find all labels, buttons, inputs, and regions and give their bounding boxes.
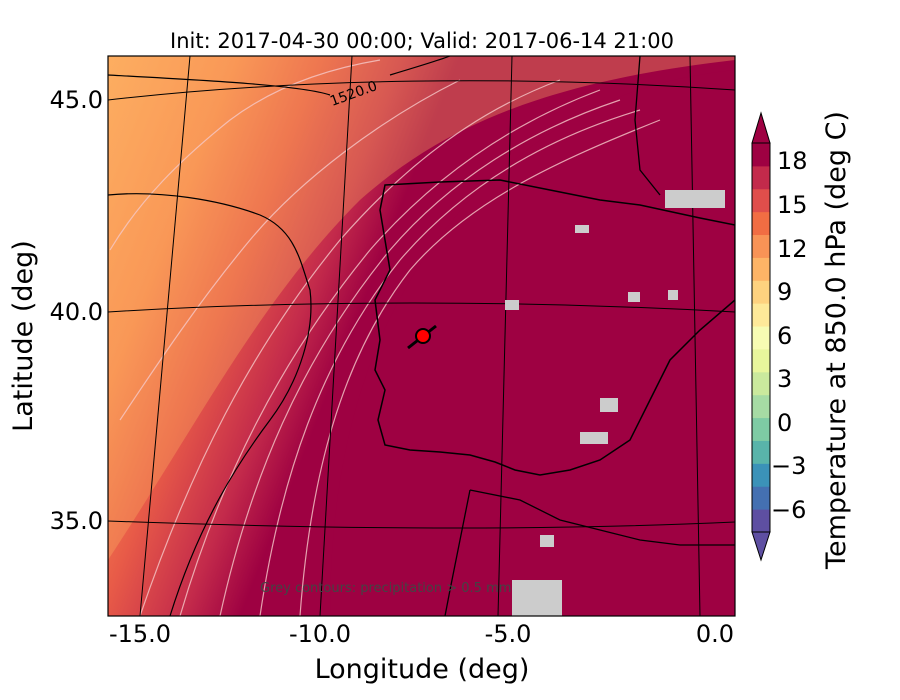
- africa-coastline: [469, 489, 735, 546]
- geopotential-contours: [108, 56, 451, 616]
- x-axis-label: Longitude (deg): [315, 654, 530, 685]
- colorbar-segment: [752, 509, 770, 533]
- colorbar-segment: [752, 486, 770, 510]
- colorbar-extend-min: [751, 531, 771, 562]
- colorbar-tick: −3: [771, 452, 806, 480]
- colorbar-segment: [752, 211, 770, 236]
- y-tick-label: 35.0: [50, 507, 103, 535]
- precipitation-patches: [505, 190, 725, 616]
- colorbar-segment: [752, 280, 770, 304]
- colorbar-segment: [752, 417, 770, 441]
- cool-band: [108, 56, 735, 560]
- colorbar-extend-max: [751, 111, 771, 144]
- colorbar-segment: [752, 143, 770, 167]
- y-axis-label: Latitude (deg): [8, 240, 39, 432]
- colorbar-tick: 18: [777, 147, 808, 175]
- colorbar-segment: [752, 188, 770, 213]
- hot-region: [330, 70, 735, 616]
- station-marker: [415, 328, 431, 344]
- x-tick-label: -5.0: [485, 620, 532, 648]
- x-tick-labels: -15.0 -10.0 -5.0 0.0: [109, 620, 734, 648]
- colorbar-segment: [752, 326, 770, 350]
- y-tick-labels: 45.0 40.0 35.0: [50, 86, 103, 535]
- colorbar-tick: 3: [777, 365, 792, 393]
- colorbar: [751, 111, 771, 562]
- x-tick-label: -10.0: [289, 620, 351, 648]
- colorbar-segment: [752, 371, 770, 396]
- y-tick-label: 40.0: [50, 298, 103, 326]
- morocco-coastline: [444, 489, 471, 616]
- iberia-coastline: [374, 179, 735, 476]
- colorbar-segment: [752, 165, 770, 190]
- precip-annotation: Grey contours: precipitation > 0.5 mm: [260, 581, 511, 596]
- map-plot-area: 1520.0 Grey contours: precipitation > 0.…: [108, 56, 735, 616]
- colorbar-tick: 12: [777, 235, 808, 263]
- colorbar-segment: [752, 348, 770, 373]
- colorbar-segment: [752, 257, 770, 281]
- colorbar-tick: 9: [777, 278, 792, 306]
- plot-title: Init: 2017-04-30 00:00; Valid: 2017-06-1…: [170, 29, 674, 53]
- colorbar-label: Temperature at 850.0 hPa (deg C): [821, 111, 852, 570]
- x-tick-label: 0.0: [696, 620, 734, 648]
- y-tick-label: 45.0: [50, 86, 103, 114]
- colorbar-segment: [752, 303, 770, 327]
- colorbar-segment: [752, 234, 770, 258]
- colorbar-frame: [751, 142, 771, 533]
- colorbar-segment: [752, 463, 770, 487]
- colorbar-tick: 6: [777, 322, 792, 350]
- colorbar-tick: −6: [771, 496, 806, 524]
- france-coastline: [634, 56, 661, 196]
- temperature-contours: [109, 59, 661, 616]
- x-tick-label: -15.0: [109, 620, 171, 648]
- colorbar-segment: [752, 440, 770, 464]
- colorbar-tick: 0: [777, 409, 792, 437]
- colorbar-segment: [752, 394, 770, 419]
- colorbar-tick-labels: 18 15 12 9 6 3 0 −3 −6: [771, 147, 808, 524]
- colorbar-tick: 15: [777, 191, 808, 219]
- map-frame: [107, 55, 736, 617]
